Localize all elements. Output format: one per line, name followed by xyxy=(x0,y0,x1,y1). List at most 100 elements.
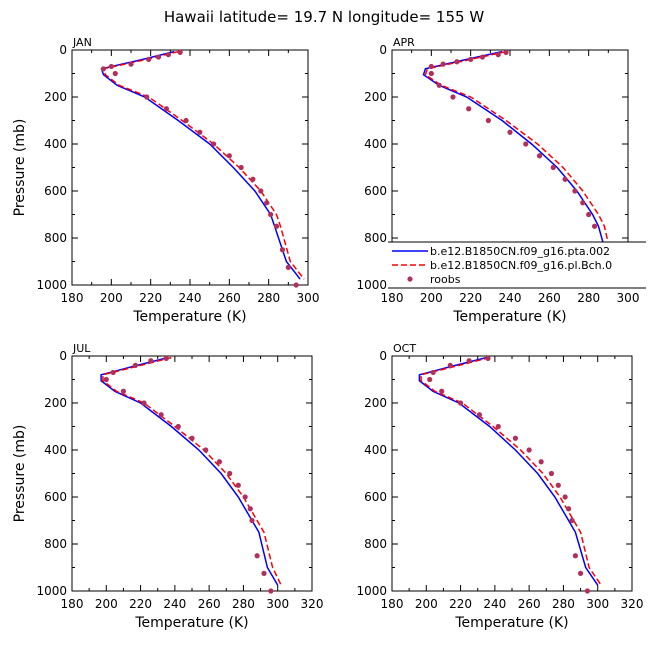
y-tick-label: 0 xyxy=(379,349,387,363)
x-tick-label: 300 xyxy=(617,291,640,305)
roobs-point xyxy=(548,470,555,477)
y-tick-label: 800 xyxy=(364,537,387,551)
roobs-point xyxy=(439,388,445,394)
x-tick-label: 220 xyxy=(139,291,162,305)
roobs-point xyxy=(279,247,286,253)
model1-line xyxy=(418,356,599,586)
roobs-point xyxy=(586,211,592,218)
roobs-point xyxy=(254,553,260,559)
panel-jan: JAN 180 200 220 240 260 280 300 0 200 400 600 800 100… xyxy=(12,36,319,325)
legend-box xyxy=(388,242,646,288)
roobs-point xyxy=(273,223,280,229)
roobs-point xyxy=(197,129,203,135)
panel-apr: APR 180 200 220 240 260 280 300 0 200 400 600 800 100… xyxy=(356,36,639,325)
roobs-point xyxy=(565,506,572,512)
x-axis-label: Temperature (K) xyxy=(452,309,566,325)
legend: b.e12.B1850CN.f09_g16.pta.002b.e12.B1850… xyxy=(388,241,646,289)
roobs-point xyxy=(177,49,183,55)
roobs-point xyxy=(447,362,453,368)
x-axis-label: Temperature (K) xyxy=(132,309,246,325)
roobs-point xyxy=(468,56,474,63)
roobs-point xyxy=(479,54,486,60)
roobs-point xyxy=(562,176,568,182)
x-tick-label: 180 xyxy=(381,597,404,611)
panel-label: JAN xyxy=(72,36,92,49)
roobs-point xyxy=(110,369,116,376)
roobs-point xyxy=(584,588,591,594)
x-tick-label: 300 xyxy=(266,597,289,611)
roobs-point xyxy=(238,164,244,171)
y-tick-label: 400 xyxy=(364,137,387,151)
roobs-point xyxy=(112,70,118,77)
legend-label: b.e12.B1850CN.f09_g16.pl.Bch.0 xyxy=(430,259,612,272)
x-tick-label: 240 xyxy=(163,597,186,611)
y-axis-label: Pressure (mb) xyxy=(12,425,28,523)
roobs-point xyxy=(466,358,472,364)
roobs-point xyxy=(428,63,434,70)
panel-oct: OCT 180 200 220 240 260 280 300 320 0 200 400 600 800… xyxy=(356,342,643,631)
y-tick-label: 1000 xyxy=(36,278,67,292)
x-tick-label: 180 xyxy=(61,597,84,611)
x-tick-label: 220 xyxy=(449,597,472,611)
y-tick-label: 800 xyxy=(364,231,387,245)
x-tick-label: 240 xyxy=(499,291,522,305)
roobs-point xyxy=(268,211,274,218)
x-tick-label: 240 xyxy=(179,291,202,305)
roobs-point xyxy=(550,164,556,171)
roobs-point xyxy=(189,435,195,441)
roobs-point xyxy=(430,369,436,376)
roobs-point xyxy=(132,362,139,368)
x-tick-label: 320 xyxy=(621,597,644,611)
roobs-point xyxy=(555,482,561,488)
roobs-point xyxy=(440,61,446,67)
roobs-point xyxy=(211,141,217,147)
plot-frame xyxy=(71,355,313,592)
roobs-point xyxy=(268,588,274,594)
y-tick-label: 800 xyxy=(44,231,67,245)
model2-line xyxy=(420,356,602,586)
x-tick-label: 280 xyxy=(257,291,280,305)
roobs-point xyxy=(427,376,433,383)
legend-marker-dot xyxy=(407,276,413,282)
roobs-point xyxy=(242,494,248,500)
roobs-point xyxy=(466,106,472,112)
panel-label: APR xyxy=(393,36,415,49)
panel-jul: JUL 180 200 220 240 260 280 300 320 0 200 400 600 800… xyxy=(12,342,323,631)
figure-title: Hawaii latitude= 19.7 N longitude= 155 W xyxy=(164,8,484,26)
roobs-point xyxy=(163,106,169,112)
roobs-point xyxy=(495,52,501,58)
roobs-point xyxy=(183,117,189,124)
model2-line xyxy=(102,50,305,280)
x-tick-label: 300 xyxy=(297,291,320,305)
y-tick-label: 200 xyxy=(44,396,67,410)
roobs-point xyxy=(569,517,575,524)
roobs-point xyxy=(203,447,209,453)
roobs-point xyxy=(249,517,255,524)
roobs-point xyxy=(495,423,501,430)
roobs-point xyxy=(148,358,154,364)
y-tick-label: 600 xyxy=(44,184,67,198)
roobs-point xyxy=(227,470,233,477)
y-tick-label: 600 xyxy=(364,490,387,504)
roobs-point xyxy=(293,282,299,288)
legend-label: roobs xyxy=(430,273,461,286)
panel-label: JUL xyxy=(72,342,91,355)
roobs-point xyxy=(580,200,586,206)
x-tick-label: 180 xyxy=(381,291,404,305)
roobs-point xyxy=(485,355,491,361)
x-axis-label: Temperature (K) xyxy=(454,615,568,631)
roobs-point xyxy=(144,94,150,100)
x-tick-label: 260 xyxy=(198,597,221,611)
roobs-point xyxy=(454,59,460,65)
x-tick-label: 260 xyxy=(518,597,541,611)
model2-line xyxy=(102,356,282,586)
roobs-point xyxy=(577,570,584,576)
roobs-point xyxy=(428,70,434,77)
y-tick-label: 800 xyxy=(44,537,67,551)
roobs-point xyxy=(536,153,543,159)
x-tick-label: 200 xyxy=(420,291,443,305)
y-tick-label: 1000 xyxy=(36,584,67,598)
x-tick-label: 200 xyxy=(415,597,438,611)
roobs-point xyxy=(103,376,109,383)
